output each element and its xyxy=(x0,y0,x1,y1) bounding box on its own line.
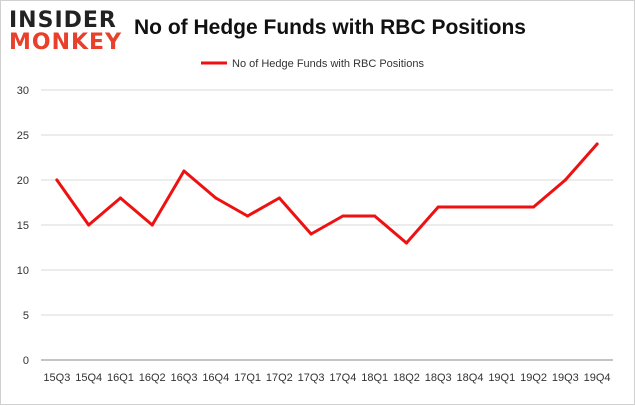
y-tick-label: 20 xyxy=(17,175,29,187)
x-tick-label: 18Q2 xyxy=(393,372,420,384)
data-point xyxy=(182,169,186,173)
series-group xyxy=(55,142,599,245)
x-tick-label: 15Q3 xyxy=(43,372,70,384)
x-axis: 15Q3 15Q4 16Q1 16Q2 16Q3 16Q4 17Q1 17Q2 17Q3 17Q4… xyxy=(43,372,610,384)
y-tick-label: 15 xyxy=(17,220,29,232)
data-point xyxy=(500,205,504,209)
x-tick-label: 18Q4 xyxy=(457,372,484,384)
x-tick-label: 16Q2 xyxy=(139,372,166,384)
x-tick-label: 16Q3 xyxy=(171,372,198,384)
x-tick-label: 17Q3 xyxy=(298,372,325,384)
data-point xyxy=(468,205,472,209)
logo: INSIDER MONKEY xyxy=(9,8,122,55)
data-point xyxy=(277,196,281,200)
data-point xyxy=(309,232,313,236)
x-tick-label: 17Q4 xyxy=(329,372,356,384)
data-point xyxy=(404,241,408,245)
y-tick-label: 30 xyxy=(17,85,29,97)
data-point xyxy=(373,214,377,218)
x-tick-label: 16Q1 xyxy=(107,372,134,384)
data-point xyxy=(341,214,345,218)
x-tick-label: 19Q4 xyxy=(584,372,611,384)
data-point xyxy=(563,178,567,182)
y-tick-label: 5 xyxy=(23,310,29,322)
y-tick-label: 10 xyxy=(17,265,29,277)
x-tick-label: 18Q1 xyxy=(361,372,388,384)
data-point xyxy=(246,214,250,218)
x-tick-label: 19Q2 xyxy=(520,372,547,384)
x-tick-label: 17Q2 xyxy=(266,372,293,384)
data-point xyxy=(118,196,122,200)
x-tick-label: 19Q3 xyxy=(552,372,579,384)
legend: No of Hedge Funds with RBC Positions xyxy=(201,58,424,70)
data-point xyxy=(55,178,59,182)
data-point xyxy=(214,196,218,200)
logo-line2: MONKEY xyxy=(9,30,122,55)
data-point xyxy=(532,205,536,209)
x-tick-label: 16Q4 xyxy=(202,372,229,384)
x-tick-label: 15Q4 xyxy=(75,372,102,384)
series-line-0 xyxy=(55,142,599,245)
data-point xyxy=(595,142,599,146)
y-axis: 0 5 10 15 20 25 30 xyxy=(17,85,29,367)
chart-title: No of Hedge Funds with RBC Positions xyxy=(134,16,526,39)
x-tick-label: 17Q1 xyxy=(234,372,261,384)
data-point xyxy=(150,223,154,227)
data-point xyxy=(436,205,440,209)
gridlines xyxy=(41,89,613,361)
logo-line1: INSIDER xyxy=(9,8,117,33)
y-tick-label: 0 xyxy=(23,355,29,367)
x-tick-label: 19Q1 xyxy=(488,372,515,384)
legend-label: No of Hedge Funds with RBC Positions xyxy=(232,58,424,70)
y-tick-label: 25 xyxy=(17,130,29,142)
x-tick-label: 18Q3 xyxy=(425,372,452,384)
data-point xyxy=(87,223,91,227)
